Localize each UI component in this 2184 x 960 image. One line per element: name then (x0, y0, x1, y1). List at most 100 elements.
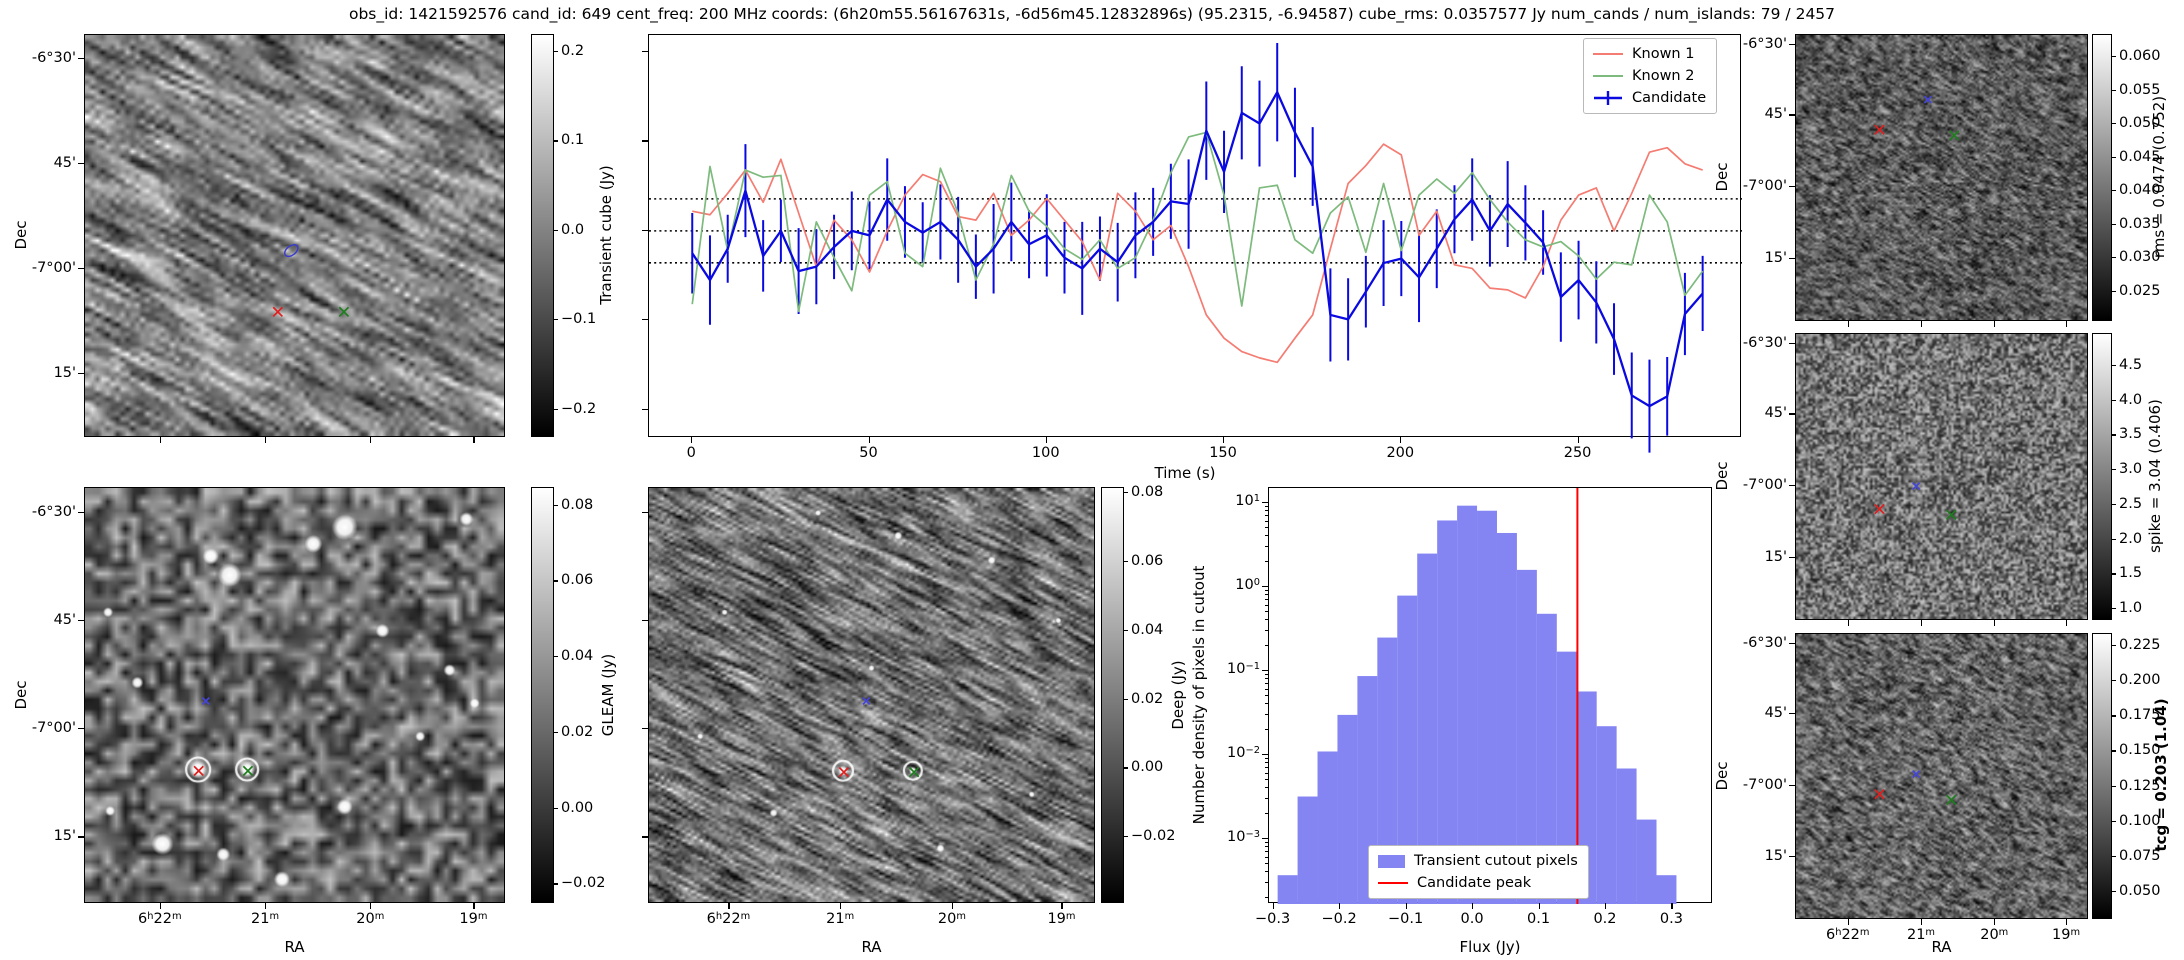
ra-tick (265, 437, 266, 443)
dec-tick (1789, 44, 1795, 45)
gleam-colorbar (531, 487, 554, 903)
flux-tick-label: 0.3 (1660, 911, 1683, 927)
time-tick-label: 200 (1386, 445, 1414, 461)
colorbar-tick-label: 0.08 (561, 497, 593, 513)
dec-tick (642, 512, 648, 513)
ra-tick (1994, 321, 1995, 327)
ra-tick-label: 6h22m (138, 911, 182, 929)
time-tick (691, 437, 692, 443)
hist-y-minor-tick (1265, 813, 1269, 814)
ra-tick (160, 903, 161, 909)
colorbar-tick-label: 4.0 (2119, 392, 2142, 408)
peak-line-sample (1378, 882, 1408, 884)
ra-tick (2066, 620, 2067, 626)
hist-y-minor-tick (1265, 851, 1269, 852)
colorbar-tick (2112, 715, 2116, 716)
ra-tick (2066, 919, 2067, 925)
lc-y-tick (642, 230, 648, 231)
legend-item-label: Known 2 (1632, 68, 1694, 84)
colorbar-tick (1124, 836, 1128, 837)
dec-tick (1789, 643, 1795, 644)
colorbar-tick-label: −0.02 (1131, 828, 1175, 844)
dec-tick-label: -6°30' (4, 50, 76, 66)
lightcurve-svg (649, 35, 1742, 438)
ra-tick (370, 903, 371, 909)
hist-y-minor-tick (1265, 758, 1269, 759)
time-tick-label: 100 (1032, 445, 1060, 461)
flux-tick (1472, 903, 1473, 909)
hist-y-tick (1262, 586, 1268, 587)
hist-y-minor-tick (1265, 590, 1269, 591)
hist-y-minor-tick (1265, 882, 1269, 883)
time-tick-label: 250 (1564, 445, 1592, 461)
colorbar-tick-label: 4.5 (2119, 357, 2142, 373)
ra-tick (473, 903, 474, 909)
legend-item: Known 2 (1593, 65, 1706, 87)
colorbar-tick (2112, 257, 2116, 258)
colorbar-tick-label: 0.050 (2119, 883, 2161, 899)
colorbar-tick (1124, 699, 1128, 700)
hist-y-minor-tick (1265, 678, 1269, 679)
deep-cutout-panel (648, 487, 1095, 903)
colorbar-tick (2112, 608, 2116, 609)
ra-tick-label: 20m (1980, 927, 2008, 945)
dec-tick-label: 45' (1715, 106, 1787, 122)
colorbar-tick-label: 0.08 (1131, 484, 1163, 500)
flux-tick-label: 0.2 (1593, 911, 1616, 927)
ra-tick-label: 19m (459, 911, 487, 929)
dec-tick (78, 620, 84, 621)
flux-histogram-plot (1268, 487, 1712, 903)
hist-y-tick (1262, 670, 1268, 671)
ra-tick (1921, 919, 1922, 925)
ra-tick (1921, 321, 1922, 327)
spike-noise-image (1796, 334, 2087, 619)
colorbar-tick-label: 0.02 (561, 724, 593, 740)
figure-title: obs_id: 1421592576 cand_id: 649 cent_fre… (0, 5, 2184, 23)
flux-tick (1339, 903, 1340, 909)
hist-y-minor-tick (1265, 842, 1269, 843)
colorbar-tick (554, 51, 558, 52)
hist-y-minor-tick (1265, 779, 1269, 780)
colorbar-tick-label: 0.040 (2119, 182, 2161, 198)
time-tick (1046, 437, 1047, 443)
flux-tick (1273, 903, 1274, 909)
ra-tick-label: 20m (938, 911, 966, 929)
legend-item: Candidate (1593, 87, 1706, 109)
ra-tick (1848, 620, 1849, 626)
legend-item: Known 1 (1593, 43, 1706, 65)
ra-tick (473, 437, 474, 443)
colorbar-tick-label: 0.055 (2119, 82, 2161, 98)
colorbar-tick-label: 0.225 (2119, 637, 2161, 653)
hist-y-tick (1262, 754, 1268, 755)
dec-tick-label: -6°30' (1715, 335, 1787, 351)
colorbar-tick-label: 0.00 (561, 800, 593, 816)
dec-tick (1789, 785, 1795, 786)
colorbar-tick (554, 808, 558, 809)
transient-colorbar-label: Transient cube (Jy) (597, 165, 615, 304)
dec-tick (1789, 186, 1795, 187)
hist-y-minor-tick (1265, 546, 1269, 547)
hist-y-minor-tick (1265, 630, 1269, 631)
hist-y-minor-tick (1265, 798, 1269, 799)
hist-y-minor-tick (1265, 527, 1269, 528)
dec-tick (78, 268, 84, 269)
colorbar-tick (554, 656, 558, 657)
dec-tick-label: -6°30' (1715, 36, 1787, 52)
legend-item-label: Candidate (1632, 90, 1706, 106)
dec-tick (1789, 557, 1795, 558)
dec-tick-label: -7°00' (4, 720, 76, 736)
colorbar-tick-label: 0.175 (2119, 707, 2161, 723)
lc-y-tick (642, 140, 648, 141)
legend-item-label: Known 1 (1632, 46, 1694, 62)
dec-tick-label: 45' (4, 612, 76, 628)
dec-tick-label: 15' (1715, 549, 1787, 565)
figure-root: obs_id: 1421592576 cand_id: 649 cent_fre… (0, 0, 2184, 960)
ra-tick (1921, 620, 1922, 626)
ra-tick (160, 437, 161, 443)
dec-tick (78, 58, 84, 59)
hist-y-minor-tick (1265, 897, 1269, 898)
gleam-colorbar-label: GLEAM (Jy) (599, 654, 617, 736)
time-tick-label: 0 (687, 445, 696, 461)
colorbar-tick (2112, 190, 2116, 191)
colorbar-tick-label: 2.5 (2119, 496, 2142, 512)
